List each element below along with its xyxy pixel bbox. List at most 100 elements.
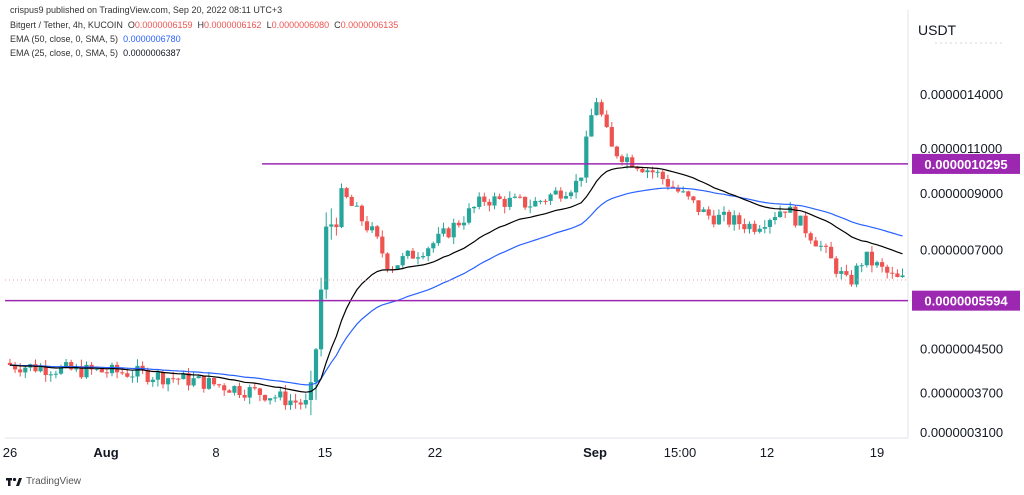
candle bbox=[150, 379, 155, 383]
ema50-line bbox=[9, 187, 903, 386]
candle bbox=[655, 171, 660, 173]
candle bbox=[849, 274, 854, 285]
tradingview-label: TradingView bbox=[26, 476, 82, 487]
candle bbox=[691, 196, 696, 201]
candle bbox=[69, 362, 74, 370]
candle bbox=[186, 373, 191, 386]
candle bbox=[818, 245, 823, 247]
tradingview-branding[interactable]: TradingView bbox=[6, 476, 81, 487]
candle bbox=[334, 224, 339, 228]
candle bbox=[716, 214, 721, 225]
candle bbox=[676, 187, 681, 192]
candle bbox=[507, 197, 512, 207]
level-price-badge bbox=[912, 290, 1020, 311]
candle bbox=[242, 395, 247, 398]
candle bbox=[492, 196, 497, 206]
ema25-legend[interactable]: EMA (25, close, 0, SMA, 5) 0.0000006387 bbox=[10, 48, 181, 58]
symbol-ohlc-line: Bitgert / Tether, 4h, KUCOIN O0.00000061… bbox=[10, 20, 398, 30]
candle bbox=[319, 289, 324, 350]
candle bbox=[196, 376, 201, 379]
candle bbox=[844, 271, 849, 275]
candle bbox=[155, 372, 160, 380]
open-value: 0.0000006159 bbox=[134, 20, 193, 30]
candle bbox=[354, 205, 359, 207]
candle bbox=[79, 366, 84, 378]
candle bbox=[635, 167, 640, 169]
ema50-legend[interactable]: EMA (50, close, 0, SMA, 5) 0.0000006780 bbox=[10, 34, 181, 44]
candle bbox=[553, 190, 558, 195]
candle bbox=[813, 240, 818, 247]
ema50-label: EMA (50, close, 0, SMA, 5) bbox=[10, 34, 119, 44]
candle bbox=[395, 265, 400, 270]
candle bbox=[793, 206, 798, 226]
candle bbox=[747, 223, 752, 230]
candle bbox=[732, 215, 737, 225]
candle bbox=[701, 209, 706, 213]
candle bbox=[104, 372, 109, 374]
ema25-value: 0.0000006387 bbox=[123, 48, 181, 58]
candle bbox=[829, 246, 834, 259]
candle bbox=[523, 196, 528, 208]
open-label: O bbox=[127, 20, 135, 30]
candle bbox=[64, 362, 69, 367]
candle bbox=[252, 387, 257, 389]
candle bbox=[584, 136, 589, 178]
level-price-label: 0.0000005594 bbox=[924, 294, 1008, 309]
candle bbox=[298, 402, 303, 405]
candle bbox=[283, 391, 288, 406]
candle bbox=[130, 376, 135, 378]
candle bbox=[665, 179, 670, 187]
x-tick-label: 15 bbox=[318, 445, 332, 460]
x-tick-label: 19 bbox=[870, 445, 884, 460]
candle bbox=[798, 215, 803, 226]
candle bbox=[839, 271, 844, 274]
candle bbox=[436, 233, 441, 244]
candle bbox=[33, 364, 38, 372]
candle bbox=[533, 200, 538, 207]
candle bbox=[222, 385, 227, 391]
candle bbox=[803, 215, 808, 234]
candle bbox=[778, 211, 783, 218]
candle bbox=[84, 364, 89, 378]
candle bbox=[181, 373, 186, 380]
candle bbox=[670, 186, 676, 188]
y-tick-label: 0.0000003100 bbox=[920, 425, 1003, 440]
candle bbox=[890, 272, 895, 274]
candle bbox=[211, 378, 217, 385]
low-label: L bbox=[266, 20, 272, 30]
candle bbox=[232, 386, 237, 393]
candle bbox=[711, 215, 716, 225]
candle bbox=[767, 220, 772, 228]
candle bbox=[456, 222, 461, 226]
candle bbox=[268, 398, 273, 401]
y-tick-label: 0.0000003700 bbox=[920, 385, 1003, 400]
x-tick-label: 8 bbox=[212, 445, 219, 460]
high-label: H bbox=[197, 20, 205, 30]
candle bbox=[808, 233, 813, 241]
candle bbox=[359, 205, 364, 222]
candle bbox=[160, 372, 166, 385]
candle bbox=[405, 250, 410, 257]
candle bbox=[171, 378, 176, 380]
candle bbox=[609, 127, 614, 147]
candle bbox=[400, 256, 405, 266]
candle bbox=[48, 374, 53, 376]
candle bbox=[58, 366, 64, 374]
candle bbox=[614, 146, 619, 157]
candle bbox=[446, 228, 451, 238]
candle bbox=[757, 228, 762, 232]
candle bbox=[166, 378, 171, 385]
candle bbox=[874, 262, 880, 266]
candle bbox=[528, 206, 533, 208]
x-tick-label: 22 bbox=[428, 445, 442, 460]
candle bbox=[431, 243, 436, 249]
candle bbox=[900, 275, 905, 278]
x-tick-label: Sep bbox=[583, 445, 607, 460]
candle bbox=[721, 211, 727, 215]
y-tick-label: 0.0000004500 bbox=[920, 341, 1003, 356]
y-tick-label: 0.0000011000 bbox=[920, 141, 1002, 156]
candle bbox=[517, 196, 523, 198]
publish-info: crispus9 published on TradingView.com, S… bbox=[10, 5, 283, 15]
candle bbox=[201, 376, 206, 389]
